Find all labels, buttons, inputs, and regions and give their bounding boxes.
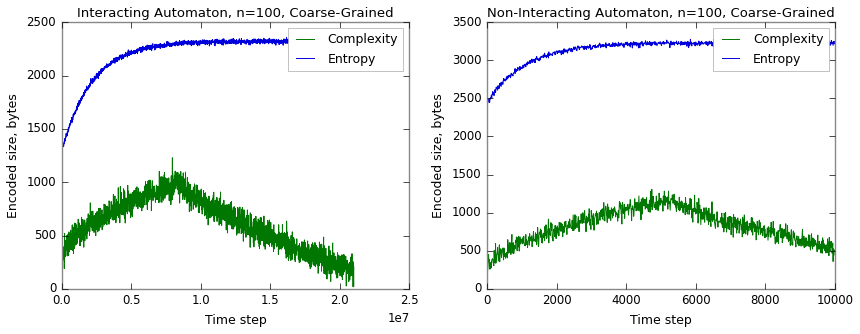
Entropy [108, 61, 119, 65]
Complexity [759, 227, 770, 231]
Entropy [830, 39, 840, 43]
Complexity [224, 207, 235, 211]
X-axis label: Time step: Time step [205, 314, 267, 327]
Complexity [347, 285, 358, 289]
Line: Entropy: Entropy [62, 37, 353, 150]
Complexity [108, 204, 118, 208]
Entropy [753, 42, 764, 46]
Entropy [482, 100, 493, 104]
Entropy [324, 37, 335, 41]
Entropy [292, 40, 302, 44]
Entropy [281, 35, 292, 39]
Entropy [57, 148, 67, 152]
Complexity [108, 201, 119, 205]
Title: Non-Interacting Automaton, n=100, Coarse-Grained: Non-Interacting Automaton, n=100, Coarse… [487, 7, 835, 20]
Entropy [623, 43, 633, 47]
Complexity [636, 200, 646, 204]
Complexity [291, 249, 301, 254]
Y-axis label: Encoded size, bytes: Encoded size, bytes [7, 93, 20, 218]
Line: Entropy: Entropy [488, 38, 835, 103]
Legend: Complexity, Entropy: Complexity, Entropy [288, 28, 403, 71]
X-axis label: Time step: Time step [630, 314, 692, 327]
Line: Complexity: Complexity [488, 189, 835, 273]
Complexity [348, 265, 359, 269]
Complexity [753, 233, 764, 237]
Complexity [721, 223, 731, 227]
Complexity [518, 236, 528, 240]
Entropy [57, 148, 67, 152]
Complexity [320, 271, 330, 275]
Complexity [482, 271, 493, 275]
Complexity [647, 187, 657, 191]
Entropy [320, 39, 330, 43]
Line: Complexity: Complexity [62, 158, 353, 287]
Complexity [324, 254, 335, 258]
Entropy [224, 40, 235, 44]
Complexity [623, 205, 633, 209]
Legend: Complexity, Entropy: Complexity, Entropy [713, 28, 828, 71]
Entropy [759, 36, 770, 40]
Entropy [348, 38, 359, 42]
Complexity [167, 156, 177, 160]
Complexity [830, 248, 840, 252]
Entropy [518, 63, 528, 67]
Title: Interacting Automaton, n=100, Coarse-Grained: Interacting Automaton, n=100, Coarse-Gra… [77, 7, 394, 20]
Entropy [108, 59, 119, 63]
Complexity [57, 256, 67, 260]
Entropy [482, 101, 493, 105]
Entropy [760, 42, 771, 46]
Entropy [636, 42, 646, 46]
Y-axis label: Encoded size, bytes: Encoded size, bytes [432, 93, 445, 218]
Entropy [721, 39, 731, 43]
